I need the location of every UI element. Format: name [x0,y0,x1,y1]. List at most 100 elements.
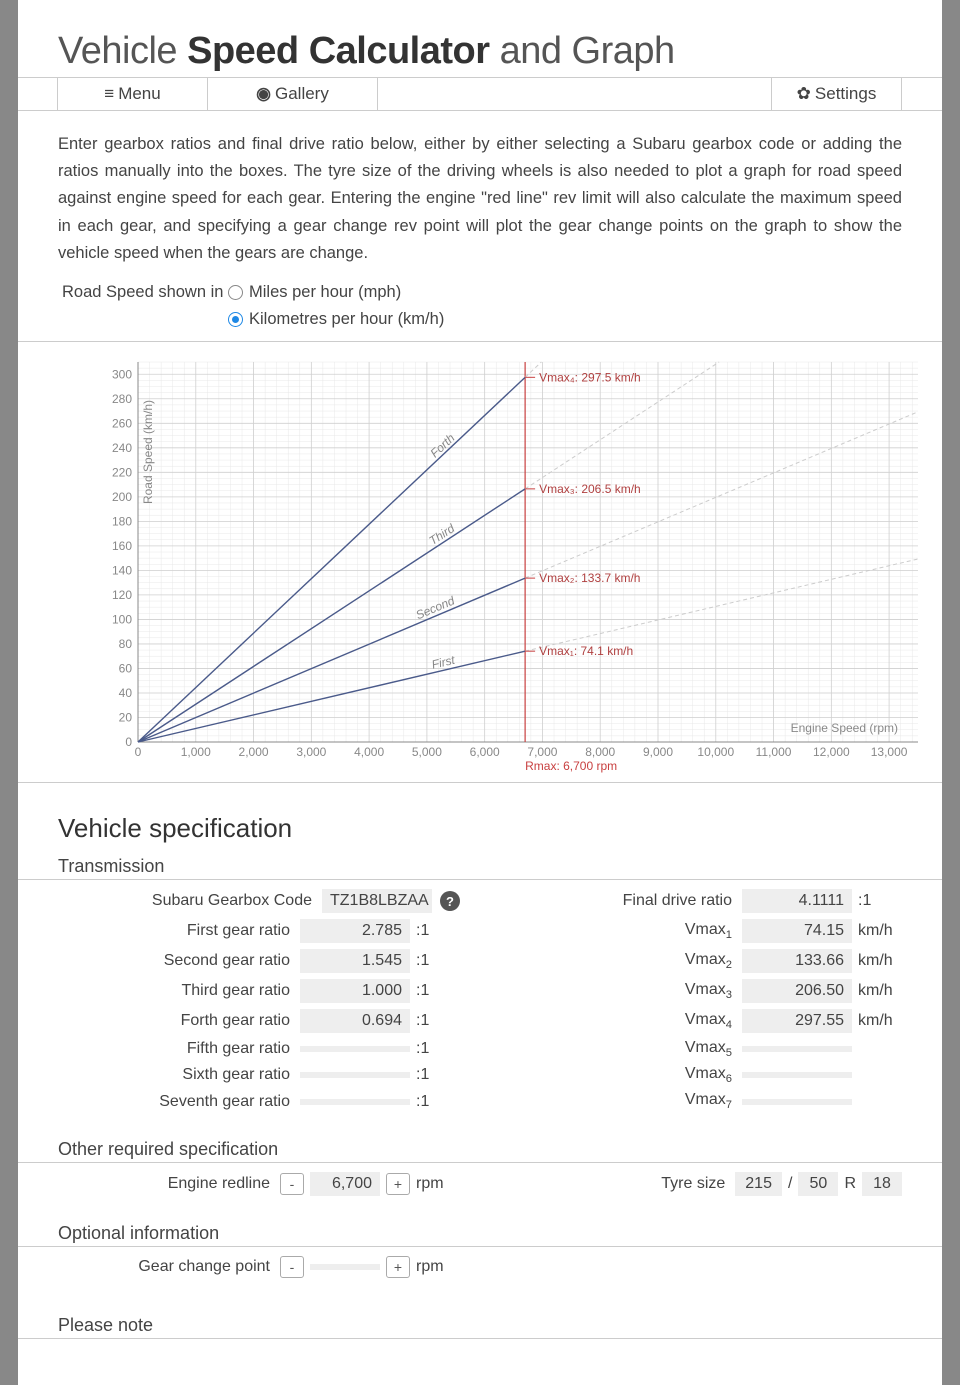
final-drive-input[interactable]: 4.1111 [742,889,852,913]
vmax-output-2: 133.66 [742,949,852,973]
svg-text:11,000: 11,000 [756,745,792,759]
radio-mph-label: Miles per hour (mph) [249,283,401,302]
svg-text:60: 60 [119,662,133,676]
svg-text:9,000: 9,000 [643,745,673,759]
gearbox-code-input[interactable]: TZ1B8LBZAA [322,889,432,913]
svg-text:220: 220 [112,465,132,479]
svg-text:12,000: 12,000 [813,745,850,759]
gear-ratio-input-2[interactable]: 1.545 [300,949,410,973]
svg-text:10,000: 10,000 [697,745,734,759]
tyre-label: Tyre size [500,1175,735,1193]
vmax-label: Vmax6 [500,1065,742,1085]
spec-heading: Vehicle specification [18,783,942,850]
svg-text:Vmax₄: 297.5 km/h: Vmax₄: 297.5 km/h [539,370,641,384]
transmission-heading: Transmission [18,850,942,880]
unit-label: Road Speed shown in [58,283,228,302]
gear-ratio-label: Seventh gear ratio [58,1093,300,1111]
optional-heading: Optional information [18,1217,942,1247]
svg-text:240: 240 [112,441,132,455]
svg-text:160: 160 [112,539,132,553]
svg-text:300: 300 [112,367,132,381]
gear-ratio-input-1[interactable]: 2.785 [300,919,410,943]
vmax-label: Vmax1 [500,921,742,941]
other-heading: Other required specification [18,1133,942,1163]
note-heading: Please note [18,1309,942,1339]
redline-plus-button[interactable]: + [386,1173,410,1195]
svg-text:3,000: 3,000 [296,745,326,759]
svg-text:4,000: 4,000 [354,745,384,759]
vmax-output-1: 74.15 [742,919,852,943]
change-label: Gear change point [58,1258,280,1276]
svg-text:1,000: 1,000 [181,745,211,759]
redline-input[interactable]: 6,700 [310,1172,380,1196]
settings-button[interactable]: ✿ Settings [772,78,902,110]
gear-ratio-label: Second gear ratio [58,952,300,970]
svg-text:Vmax₁: 74.1 km/h: Vmax₁: 74.1 km/h [539,644,633,658]
gear-ratio-label: Third gear ratio [58,982,300,1000]
vmax-output-4: 297.55 [742,1009,852,1033]
svg-text:120: 120 [112,588,132,602]
svg-text:Vmax₃: 206.5 km/h: Vmax₃: 206.5 km/h [539,482,641,496]
svg-text:Vmax₂: 133.7 km/h: Vmax₂: 133.7 km/h [539,571,640,585]
intro-text: Enter gearbox ratios and final drive rat… [18,111,942,277]
svg-text:100: 100 [112,613,132,627]
svg-text:20: 20 [119,711,133,725]
vmax-output-7 [742,1099,852,1105]
vmax-label: Vmax3 [500,981,742,1001]
vmax-output-5 [742,1046,852,1052]
gear-ratio-input-5[interactable] [300,1046,410,1052]
help-icon[interactable]: ? [440,891,460,911]
svg-text:260: 260 [112,416,132,430]
vmax-output-3: 206.50 [742,979,852,1003]
gear-ratio-label: Forth gear ratio [58,1012,300,1030]
redline-minus-button[interactable]: - [280,1173,304,1195]
gearbox-label: Subaru Gearbox Code [58,892,322,910]
svg-text:2,000: 2,000 [239,745,269,759]
gear-ratio-label: First gear ratio [58,922,300,940]
vmax-label: Vmax7 [500,1091,742,1111]
vmax-label: Vmax5 [500,1039,742,1059]
redline-label: Engine redline [58,1175,280,1193]
final-drive-label: Final drive ratio [500,892,742,910]
svg-text:80: 80 [119,637,133,651]
tyre-width-input[interactable]: 215 [735,1172,782,1196]
gear-ratio-input-7[interactable] [300,1099,410,1105]
toolbar: ≡ Menu ◉ Gallery ✿ Settings [18,77,942,111]
gear-icon: ✿ [797,84,811,104]
svg-text:40: 40 [119,686,133,700]
radio-kmh-label: Kilometres per hour (km/h) [249,310,444,329]
vmax-label: Vmax4 [500,1011,742,1031]
svg-text:0: 0 [125,735,132,749]
radio-mph[interactable] [228,285,243,300]
gear-ratio-input-4[interactable]: 0.694 [300,1009,410,1033]
svg-text:200: 200 [112,490,132,504]
change-minus-button[interactable]: - [280,1256,304,1278]
gear-ratio-label: Sixth gear ratio [58,1066,300,1084]
svg-text:13,000: 13,000 [871,745,908,759]
tyre-rim-input[interactable]: 18 [862,1172,902,1196]
vmax-label: Vmax2 [500,951,742,971]
radio-kmh[interactable] [228,312,243,327]
svg-text:Engine Speed (rpm): Engine Speed (rpm) [791,721,898,735]
svg-text:Rmax: 6,700 rpm: Rmax: 6,700 rpm [525,759,617,773]
speed-chart: 0 1,000 2,000 3,000 4,000 5,000 6,000 7,000 8,00… [18,341,942,783]
gear-ratio-label: Fifth gear ratio [58,1040,300,1058]
svg-text:5,000: 5,000 [412,745,442,759]
svg-text:180: 180 [112,514,132,528]
tyre-profile-input[interactable]: 50 [798,1172,838,1196]
camera-icon: ◉ [256,84,271,104]
svg-text:280: 280 [112,392,132,406]
menu-button[interactable]: ≡ Menu [58,78,208,110]
svg-text:0: 0 [135,745,142,759]
svg-text:6,000: 6,000 [470,745,500,759]
svg-text:7,000: 7,000 [527,745,557,759]
change-plus-button[interactable]: + [386,1256,410,1278]
svg-text:8,000: 8,000 [585,745,615,759]
gallery-button[interactable]: ◉ Gallery [208,78,378,110]
page-title: Vehicle Speed Calculator and Graph [18,0,942,77]
gear-ratio-input-6[interactable] [300,1072,410,1078]
svg-text:140: 140 [112,563,132,577]
svg-text:Road Speed (km/h): Road Speed (km/h) [141,400,155,504]
gear-ratio-input-3[interactable]: 1.000 [300,979,410,1003]
change-input[interactable] [310,1264,380,1270]
